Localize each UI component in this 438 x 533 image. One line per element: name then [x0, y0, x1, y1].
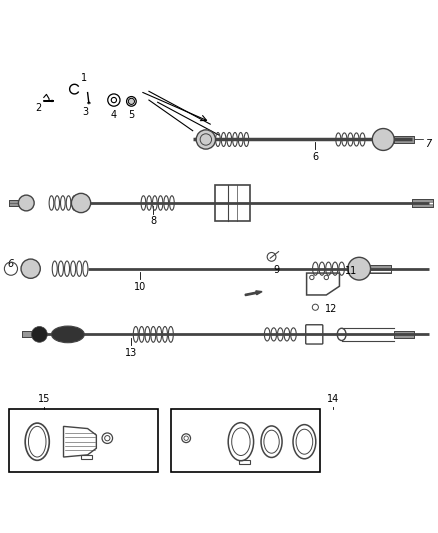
Circle shape	[372, 128, 394, 150]
Bar	[239, 460, 250, 464]
Bar	[171, 409, 320, 472]
Text: 9: 9	[274, 265, 280, 274]
Ellipse shape	[128, 98, 134, 104]
Text: 1: 1	[81, 72, 87, 83]
Circle shape	[32, 327, 47, 342]
Ellipse shape	[52, 326, 84, 343]
Text: 5: 5	[128, 110, 134, 120]
Text: 15: 15	[38, 393, 50, 403]
Bar	[9, 409, 158, 472]
Text: 10: 10	[134, 282, 146, 292]
Text: 6: 6	[8, 260, 14, 269]
FancyArrow shape	[245, 291, 262, 296]
Circle shape	[348, 257, 371, 280]
Circle shape	[196, 130, 215, 149]
Text: 13: 13	[125, 348, 138, 358]
Bar	[81, 455, 92, 459]
Text: 8: 8	[150, 216, 156, 226]
Circle shape	[18, 195, 34, 211]
Circle shape	[21, 259, 40, 278]
FancyArrow shape	[44, 100, 54, 102]
Text: 14: 14	[327, 393, 339, 403]
Text: 2: 2	[35, 103, 41, 113]
Text: 4: 4	[111, 110, 117, 120]
Text: 6: 6	[312, 152, 318, 161]
Text: 7: 7	[425, 139, 431, 149]
Text: 3: 3	[82, 107, 88, 117]
Circle shape	[71, 193, 91, 213]
Text: 11: 11	[345, 266, 357, 276]
Text: 12: 12	[325, 304, 337, 314]
